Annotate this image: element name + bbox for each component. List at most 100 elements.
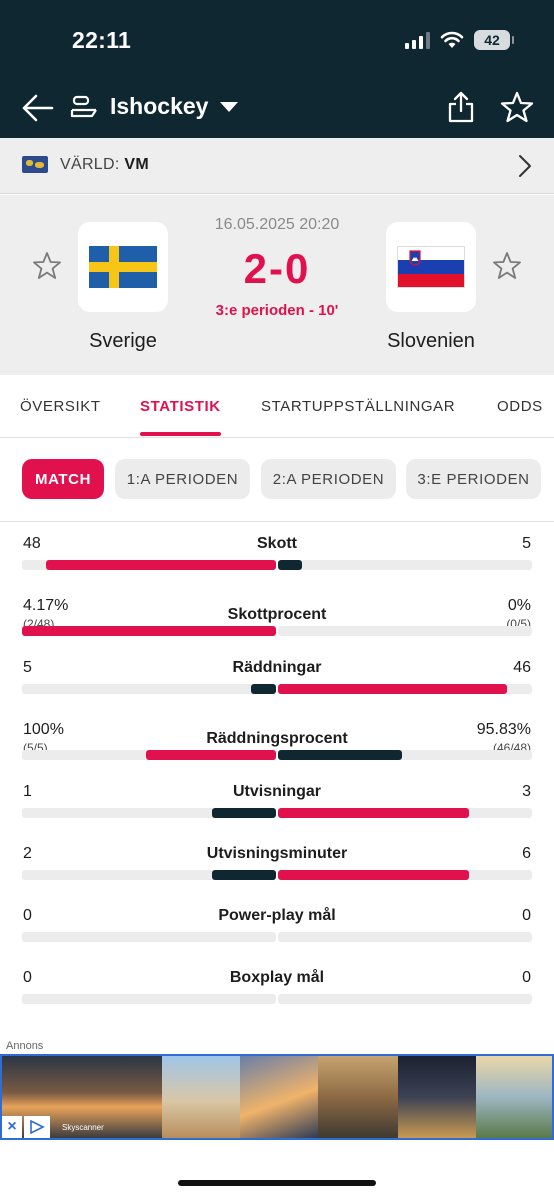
sweden-flag-icon [89, 246, 157, 288]
stat-home-value: 0 [23, 969, 32, 986]
chevron-right-icon[interactable] [518, 154, 532, 178]
hockey-icon [70, 95, 97, 118]
chip-period-1[interactable]: 1:A PERIODEN [115, 459, 250, 499]
stat-row: 100% 95.83% (5/5) (46/48) Räddningsprocent [0, 708, 554, 770]
stat-away-bar [278, 808, 469, 818]
stat-away-value: 0% [507, 597, 531, 614]
stat-label: Skott [257, 535, 297, 552]
tab-startuppstallningar[interactable]: STARTUPPSTÄLLNINGAR [261, 398, 456, 415]
ad-image-sunset [240, 1056, 318, 1138]
active-tab-indicator [140, 432, 221, 436]
stat-home-bar-track [22, 750, 276, 760]
match-tabs: ÖVERSIKT STATISTIK STARTUPPSTÄLLNINGAR O… [0, 376, 554, 438]
stat-away-value: 95.83% [476, 721, 531, 738]
period-chips: MATCH 1:A PERIODEN 2:A PERIODEN 3:E PERI… [0, 438, 554, 522]
stat-row: 5 46 Räddningar [0, 646, 554, 708]
stat-label: Utvisningar [232, 783, 321, 800]
chip-period-3[interactable]: 3:E PERIODEN [406, 459, 541, 499]
stat-row: 4.17% 0% (2/48) (0/5) Skottprocent [0, 584, 554, 646]
ad-image-coast [476, 1056, 552, 1138]
stat-label: Utvisningsminuter [206, 845, 348, 862]
away-team-name[interactable]: Slovenien [387, 330, 475, 352]
home-favorite-star-icon[interactable] [32, 251, 62, 281]
stat-label: Skottprocent [227, 606, 327, 623]
cellular-signal-icon [405, 31, 430, 49]
match-score: 2-0 [243, 245, 311, 292]
league-region: VÄRLD: [60, 156, 120, 173]
stat-home-value: 48 [23, 535, 41, 552]
status-icons: 42 [405, 30, 514, 50]
favorite-star-icon[interactable] [500, 90, 534, 124]
stat-home-bar [251, 684, 276, 694]
wifi-icon [440, 31, 464, 48]
tab-oversikt[interactable]: ÖVERSIKT [20, 398, 101, 415]
stat-home-value: 4.17% [23, 597, 69, 614]
stat-home-value: 5 [23, 659, 32, 676]
match-status: 3:e perioden - 10' [215, 302, 339, 319]
home-indicator [178, 1180, 376, 1186]
stat-away-value: 0 [522, 907, 531, 924]
ad-label: Annons [6, 1040, 44, 1052]
stat-home-bar-track [22, 808, 276, 818]
stat-home-bar [22, 626, 276, 636]
tab-statistik[interactable]: STATISTIK [140, 398, 221, 415]
stat-away-value: 0 [522, 969, 531, 986]
ad-brand: Skyscanner [62, 1123, 104, 1132]
stat-away-bar-track [278, 626, 532, 636]
stat-home-value: 100% [23, 721, 64, 738]
stat-label: Boxplay mål [229, 969, 325, 986]
stat-home-bar-track [22, 870, 276, 880]
stat-row: 1 3 Utvisningar [0, 770, 554, 832]
stat-away-bar [278, 750, 402, 760]
stat-home-value: 2 [23, 845, 32, 862]
stat-away-value: 3 [522, 783, 531, 800]
stat-away-value: 6 [522, 845, 531, 862]
away-team-logo[interactable] [386, 222, 476, 312]
ad-image-night-city [398, 1056, 476, 1138]
dropdown-caret-icon[interactable] [220, 102, 238, 112]
league-row[interactable]: VÄRLD: VM [0, 138, 554, 194]
home-team-logo[interactable] [78, 222, 168, 312]
sport-title[interactable]: Ishockey [110, 93, 209, 119]
stats-list: 48 5 Skott 4.17% 0% (2/48) (0/5) Skottprocent 5 4… [0, 522, 554, 1038]
stat-label: Räddningar [232, 659, 322, 676]
back-arrow-icon[interactable] [20, 92, 54, 124]
stat-home-value: 0 [23, 907, 32, 924]
ad-banner[interactable]: × Skyscanner [0, 1054, 554, 1140]
away-favorite-star-icon[interactable] [492, 251, 522, 281]
stat-away-bar-track [278, 870, 532, 880]
share-icon[interactable] [446, 90, 476, 124]
league-name: VM [124, 156, 149, 173]
stat-home-bar [212, 808, 276, 818]
stat-away-bar [278, 870, 469, 880]
home-team-name[interactable]: Sverige [89, 330, 157, 352]
stat-home-value: 1 [23, 783, 32, 800]
stat-home-bar-track [22, 560, 276, 570]
stat-away-bar-track [278, 932, 532, 942]
stat-home-bar-track [22, 932, 276, 942]
world-flag-icon [22, 156, 48, 173]
stat-row: 0 0 Boxplay mål [0, 956, 554, 1018]
ad-image-castle [162, 1056, 240, 1138]
tab-odds[interactable]: ODDS [497, 398, 543, 415]
ad-choices-icon[interactable] [24, 1116, 50, 1138]
battery-icon: 42 [474, 30, 514, 50]
stat-home-bar-track [22, 994, 276, 1004]
stat-label: Power-play mål [218, 907, 336, 924]
stat-away-bar-track [278, 750, 532, 760]
ad-image-city [318, 1056, 398, 1138]
chip-match[interactable]: MATCH [22, 459, 104, 499]
stat-home-bar [212, 870, 276, 880]
chip-period-2[interactable]: 2:A PERIODEN [261, 459, 396, 499]
match-header: Sverige 16.05.2025 20:20 2-0 3:e periode… [0, 195, 554, 375]
stat-away-value: 46 [513, 659, 531, 676]
stat-away-bar-track [278, 808, 532, 818]
stat-away-bar [278, 684, 507, 694]
league-label: VÄRLD: VM [60, 156, 149, 174]
nav-bar: Ishockey [0, 80, 554, 136]
stat-away-bar-track [278, 560, 532, 570]
ad-close-icon[interactable]: × [2, 1116, 22, 1138]
stat-row: 48 5 Skott [0, 522, 554, 584]
status-time: 22:11 [72, 27, 132, 53]
